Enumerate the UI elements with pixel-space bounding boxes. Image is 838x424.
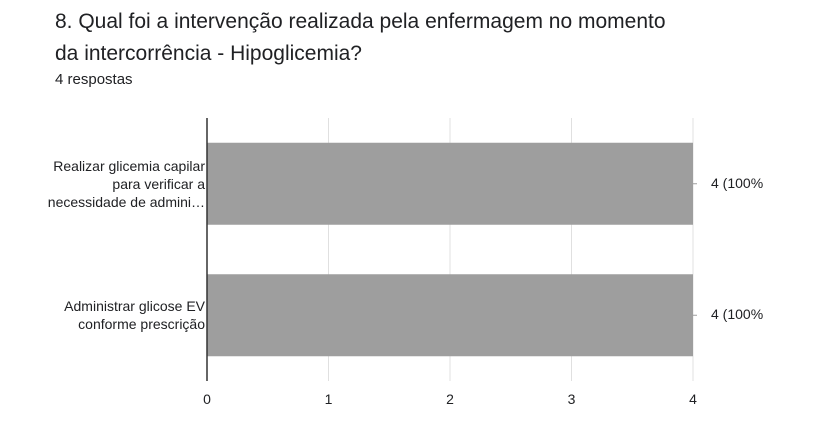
- value-label: 4 (100%: [711, 306, 764, 323]
- x-tick-label: 0: [203, 391, 211, 407]
- question-title: 8. Qual foi a intervenção realizada pela…: [55, 6, 815, 70]
- category-label-line: Administrar glicose EV: [64, 298, 205, 315]
- bar: [207, 274, 693, 357]
- category-label-line: conforme prescrição: [78, 316, 205, 333]
- category-label-line: para verificar a: [112, 175, 205, 192]
- x-tick-label: 4: [689, 391, 697, 407]
- x-tick-label: 1: [325, 391, 333, 407]
- category-label-line: necessidade de admini…: [47, 193, 205, 210]
- value-label: 4 (100%: [711, 174, 764, 191]
- category-label: Realizar glicemia capilar para verificar …: [48, 157, 205, 211]
- question-title-line-2: da intercorrência - Hipoglicemia?: [55, 42, 362, 65]
- x-tick-label: 2: [446, 391, 454, 407]
- category-label: Administrar glicose EV conforme prescriçã…: [64, 297, 205, 333]
- x-tick-label: 3: [568, 391, 576, 407]
- response-count: 4 respostas: [55, 71, 133, 88]
- category-label-line: Realizar glicemia capilar: [53, 157, 205, 174]
- question-title-line-1: 8. Qual foi a intervenção realizada pela…: [55, 10, 666, 33]
- bar: [207, 142, 693, 225]
